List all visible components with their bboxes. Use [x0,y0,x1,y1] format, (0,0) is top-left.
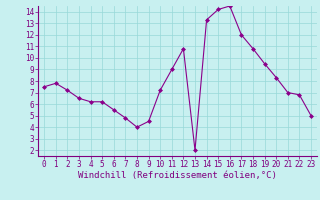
X-axis label: Windchill (Refroidissement éolien,°C): Windchill (Refroidissement éolien,°C) [78,171,277,180]
